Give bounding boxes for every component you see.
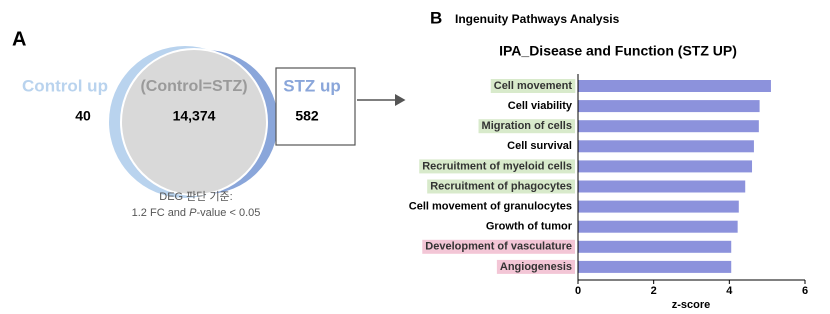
label-highlight [490,79,576,93]
bar [578,120,759,133]
y-tick-label: Recruitment of myeloid cells [422,160,572,172]
y-tick-label: Migration of cells [482,120,572,132]
y-tick-label: Cell movement of granulocytes [409,201,572,213]
set-name: Control up [22,76,108,95]
label-highlight [419,159,575,174]
y-tick-label: Cell viability [508,100,573,112]
y-tick-label: Cell movement [494,80,573,92]
panel-label: B [430,8,442,27]
y-tick-label: Cell survival [507,140,572,152]
bar [578,100,760,113]
caption-part: -value < 0.05 [196,207,260,219]
label-highlight [427,179,575,194]
y-tick-label: Recruitment of phagocytes [430,180,572,192]
bar [578,160,753,173]
x-tick-label: 4 [726,285,733,297]
label-highlight [496,259,575,274]
bar [578,220,738,233]
intersection-count: 14,374 [173,108,216,124]
venn [109,46,278,198]
y-tick-label: Growth of tumor [486,221,573,233]
caption-part: P [189,207,197,219]
label-highlight [478,119,575,134]
bar [578,260,732,273]
intersection-name: (Control=STZ) [140,78,247,95]
y-tick-label: Development of vasculature [425,241,572,253]
set-name: STZ up [283,76,341,95]
x-tick-label: 2 [651,285,657,297]
bar [578,240,732,253]
x-axis-label: z-score [672,299,711,311]
bar [578,200,739,213]
x-tick-label: 0 [575,285,581,297]
heading: Ingenuity Pathways Analysis [455,12,620,26]
set-count: 582 [295,108,319,124]
caption-part: 1.2 FC and [132,207,189,219]
bar [578,140,754,153]
panel-label: A [12,28,26,50]
y-tick-label: Angiogenesis [500,261,572,273]
caption: 1.2 FC and P-value < 0.05 [132,207,261,219]
set-count: 40 [75,108,91,124]
bar [578,180,746,193]
bar [578,80,771,92]
intersection-circle [120,48,268,196]
caption: DEG 판단 기준: [159,190,233,203]
x-tick-label: 6 [802,285,808,297]
stz-box [275,67,356,146]
chart-title: IPA_Disease and Function (STZ UP) [499,43,737,59]
label-highlight [422,239,575,254]
